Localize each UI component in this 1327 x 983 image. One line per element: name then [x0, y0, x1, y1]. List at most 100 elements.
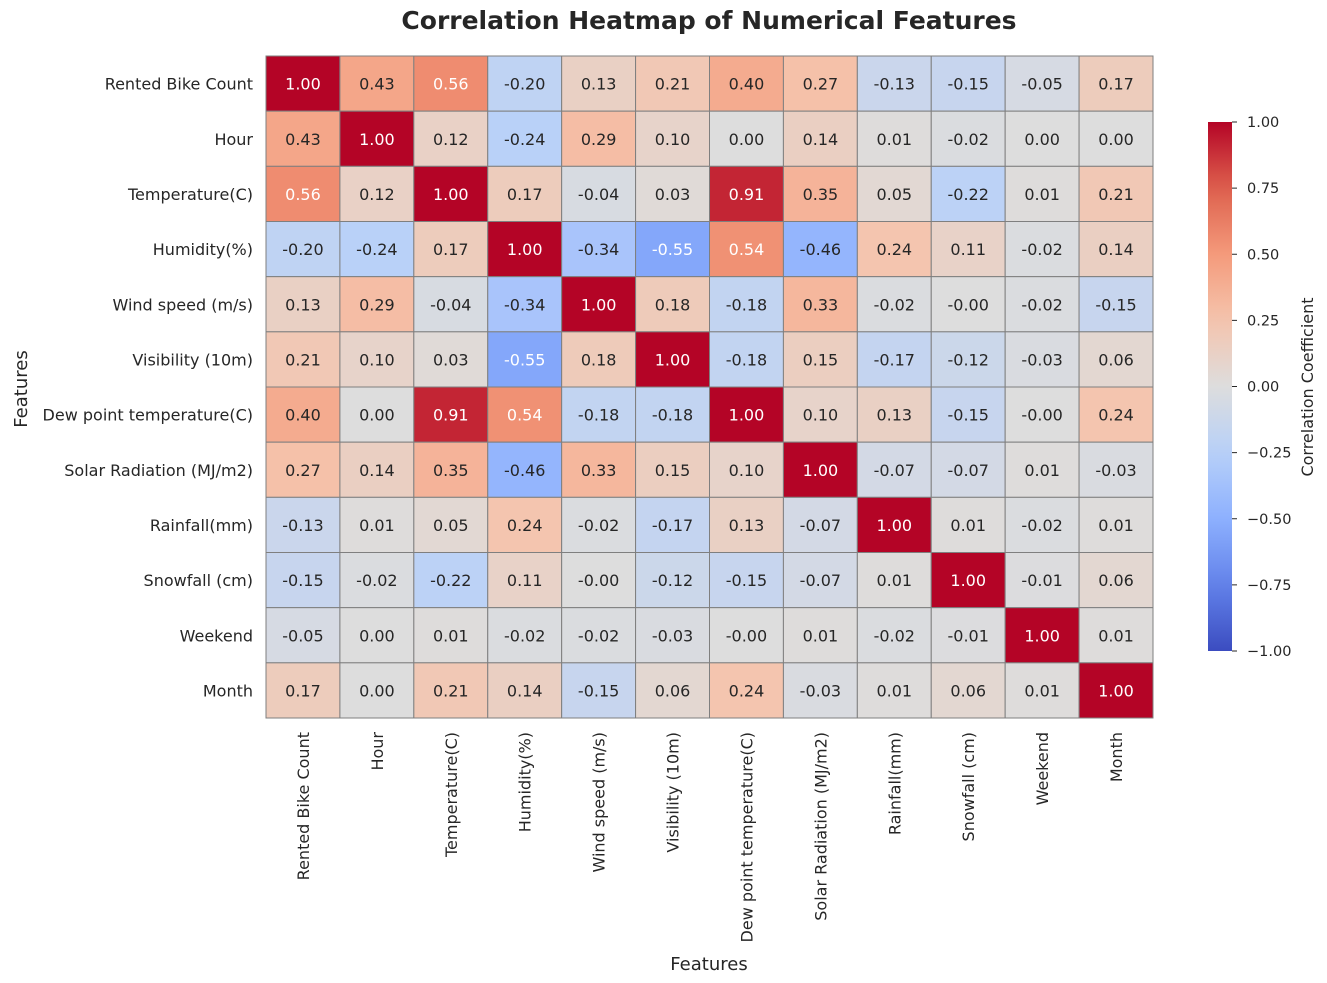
heatmap-cell [265, 55, 341, 112]
cell-value-label: -0.24 [504, 130, 545, 149]
heatmap-cell [1004, 386, 1080, 443]
cell-value-label: -0.34 [578, 240, 619, 259]
cell-value-label: 0.10 [803, 406, 839, 425]
heatmap-cell [413, 496, 489, 554]
heatmap-cell [265, 441, 341, 498]
heatmap-cell [930, 662, 1006, 719]
cell-value-label: 0.12 [359, 185, 395, 204]
heatmap-cell [930, 607, 1006, 664]
heatmap-cell [487, 221, 563, 278]
cell-value-label: 0.40 [285, 406, 321, 425]
heatmap-cell [339, 496, 415, 554]
heatmap-cell [1078, 221, 1154, 278]
cell-value-label: 0.01 [1024, 681, 1060, 700]
cell-value-label: -0.18 [726, 295, 767, 314]
cell-value-label: 0.43 [359, 75, 395, 94]
cell-value-label: 0.43 [285, 130, 321, 149]
heatmap-cell [930, 221, 1006, 278]
heatmap-cell [265, 221, 341, 278]
heatmap-cell [487, 386, 563, 443]
cell-value-label: 1.00 [1024, 626, 1060, 645]
cell-value-label: 0.05 [433, 516, 469, 535]
cell-value-label: -0.46 [800, 240, 841, 259]
heatmap-cell [782, 552, 858, 609]
heatmap-cell [635, 496, 710, 554]
heatmap-cell [635, 386, 710, 443]
cell-value-label: 1.00 [581, 295, 617, 314]
heatmap-cell [487, 607, 563, 664]
colorbar-label: Correlation Coefficient [1298, 297, 1317, 476]
cell-value-label: -0.55 [652, 240, 693, 259]
heatmap-cell [635, 662, 710, 719]
heatmap-cell [856, 331, 932, 388]
y-axis-tick-labels: Rented Bike Count Hour Temperature(C) Humid… [43, 75, 254, 701]
cell-value-label: 0.17 [285, 681, 321, 700]
x-tick-label: Solar Radiation (MJ/m2) [811, 732, 830, 921]
cell-value-label: 0.56 [285, 185, 321, 204]
cell-value-label: 0.27 [803, 75, 839, 94]
heatmap-cell [265, 386, 341, 443]
cell-value-label: 0.11 [950, 240, 986, 259]
cell-value-label: 0.10 [655, 130, 691, 149]
cell-value-label: -0.02 [1021, 295, 1062, 314]
y-tick-label: Month [203, 681, 253, 700]
colorbar-ticks: 1.00 0.75 0.50 0.25 0.00 −0.25 −0.50 −0.75 −1.00 [1232, 115, 1291, 660]
cell-value-label: -0.15 [948, 406, 989, 425]
colorbar-tick-label: 0.75 [1247, 181, 1279, 197]
heatmap-cell [856, 607, 932, 664]
colorbar-tick-label: −1.00 [1247, 644, 1291, 660]
heatmap-cell [561, 110, 637, 167]
y-tick-label: Temperature(C) [127, 185, 253, 204]
heatmap-cell [782, 331, 858, 388]
heatmap-cell [487, 331, 563, 388]
heatmap-cell [709, 662, 784, 719]
cell-value-label: 0.17 [1098, 75, 1134, 94]
heatmap-cell [856, 496, 932, 554]
heatmap-cell [709, 165, 784, 222]
cell-value-label: -0.02 [578, 516, 619, 535]
cell-value-label: 0.33 [581, 461, 617, 480]
cell-value-label: 0.13 [729, 516, 765, 535]
y-tick-label: Humidity(%) [153, 240, 253, 259]
cell-value-label: -0.01 [948, 626, 989, 645]
heatmap-cell [1004, 441, 1080, 498]
cell-value-label: -0.00 [948, 295, 989, 314]
cell-value-label: 0.18 [581, 350, 617, 369]
heatmap-cell [1078, 607, 1154, 664]
cell-value-label: -0.03 [800, 681, 841, 700]
x-tick-label: Rainfall(mm) [885, 732, 904, 835]
x-tick-label: Humidity(%) [516, 732, 535, 832]
cell-value-label: -0.01 [1021, 571, 1062, 590]
cell-value-label: -0.02 [1021, 240, 1062, 259]
colorbar-tick-label: −0.25 [1247, 446, 1291, 462]
heatmap-cell [1078, 662, 1154, 719]
cell-value-label: -0.22 [430, 571, 471, 590]
y-tick-label: Visibility (10m) [132, 350, 253, 369]
cell-value-label: -0.12 [652, 571, 693, 590]
cell-value-label: 0.35 [433, 461, 469, 480]
colorbar-tick-label: −0.75 [1247, 578, 1291, 594]
cell-value-label: 0.54 [507, 406, 543, 425]
y-tick-label: Snowfall (cm) [144, 571, 253, 590]
heatmap-cell [930, 441, 1006, 498]
cell-value-label: -0.17 [874, 350, 915, 369]
heatmap-cell [635, 607, 710, 664]
cell-value-label: 1.00 [433, 185, 469, 204]
heatmap-cell [709, 441, 784, 498]
cell-value-label: 0.24 [507, 516, 543, 535]
heatmap-cell [1078, 441, 1154, 498]
y-tick-label: Wind speed (m/s) [112, 295, 253, 314]
cell-value-label: -0.03 [1095, 461, 1136, 480]
cell-value-label: 0.14 [359, 461, 395, 480]
cell-value-label: 0.24 [729, 681, 765, 700]
heatmap-cell [1004, 221, 1080, 278]
heatmap-cell [635, 331, 710, 388]
heatmap-cell [930, 552, 1006, 609]
heatmap-cell [1004, 552, 1080, 609]
heatmap-cell [265, 496, 341, 554]
heatmap-cell [265, 276, 341, 333]
cell-value-label: -0.07 [800, 571, 841, 590]
cell-value-label: 0.13 [876, 406, 912, 425]
cell-value-label: 0.06 [1098, 350, 1134, 369]
